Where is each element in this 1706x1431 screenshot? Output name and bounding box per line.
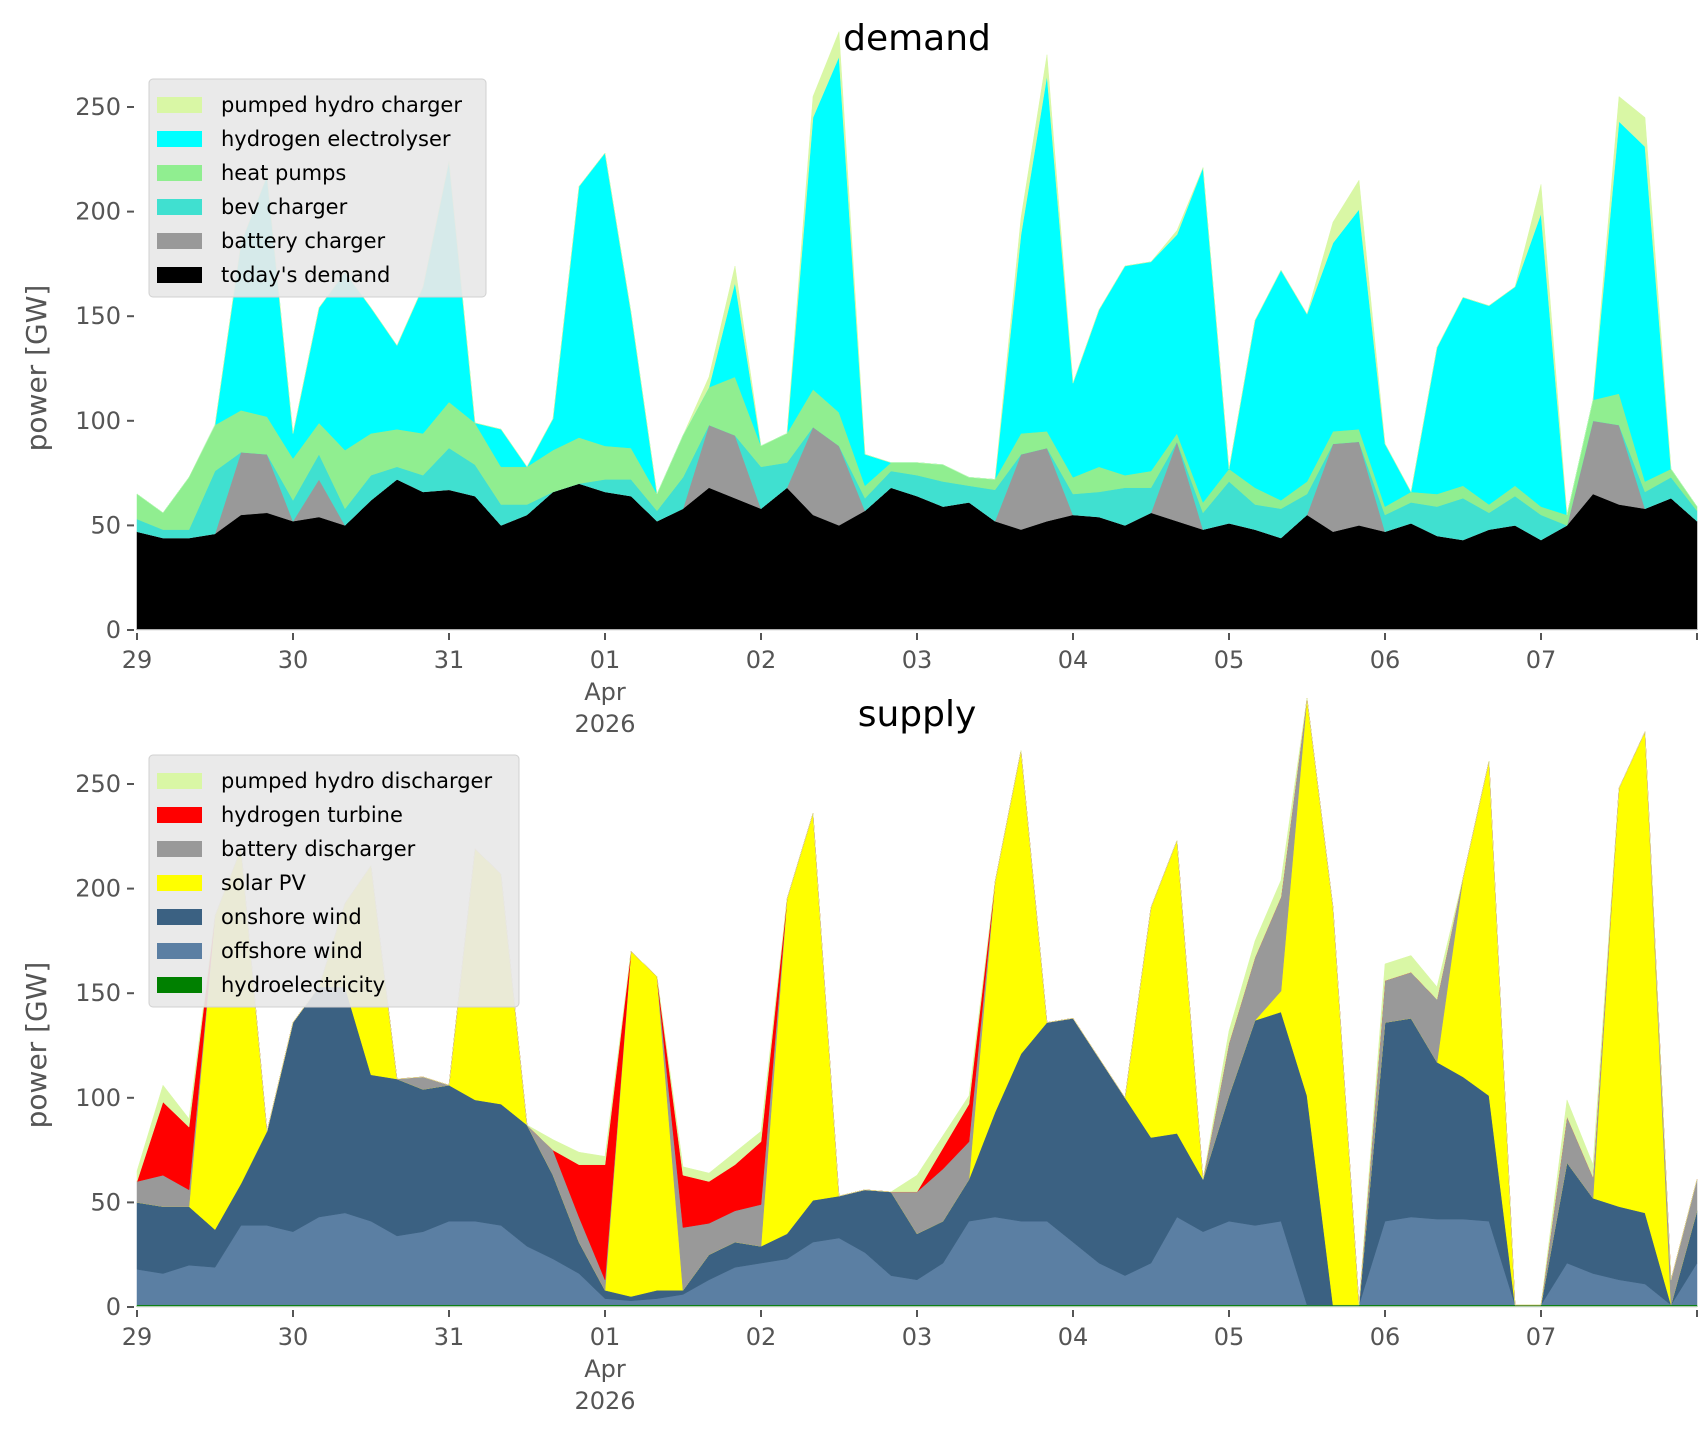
demand-legend-label-heat-pumps: heat pumps xyxy=(221,161,346,185)
supply-y-tick-label: 0 xyxy=(106,1293,121,1321)
supply-x-tick-label: 07 xyxy=(1526,1323,1557,1351)
demand-y-tick-label: 250 xyxy=(75,93,121,121)
supply-legend-swatch-hydrogen-turbine xyxy=(157,807,202,823)
supply-x-tick-label: 02 xyxy=(746,1323,777,1351)
demand-y-tick-label: 50 xyxy=(90,511,121,539)
supply-x-tick-label: 06 xyxy=(1370,1323,1401,1351)
supply-x-tick-label: 04 xyxy=(1058,1323,1089,1351)
supply-y-tick-label: 250 xyxy=(75,770,121,798)
supply-legend-swatch-pumped-hydro-discharger xyxy=(157,773,202,789)
supply-title: supply xyxy=(858,694,977,735)
supply-legend-swatch-battery-discharger xyxy=(157,841,202,857)
supply-x-axis: 29 30 31 01 Apr 2026 02 03 04 05 06 07 xyxy=(122,1306,1698,1415)
supply-x-tick-label: 05 xyxy=(1214,1323,1245,1351)
supply-legend-swatch-solar-pv xyxy=(157,875,202,891)
demand-legend-swatch-pumped-hydro-charger xyxy=(157,97,202,113)
demand-x-tick-label: 02 xyxy=(746,646,777,674)
demand-x-tick-label: 05 xyxy=(1214,646,1245,674)
demand-x-axis: 29 30 31 01 Apr 2026 02 03 04 05 06 07 xyxy=(122,629,1698,738)
demand-x-tick-label: 29 xyxy=(122,646,153,674)
demand-x-tick-sublabel: 2026 xyxy=(574,710,635,738)
demand-legend-label-bev-charger: bev charger xyxy=(221,195,348,219)
demand-x-tick-sublabel: Apr xyxy=(584,678,626,706)
demand-area-pumped-hydro-charger xyxy=(136,31,1698,515)
supply-legend-box xyxy=(148,754,520,1008)
supply-x-tick-label: 31 xyxy=(434,1323,465,1351)
demand-y-tick-label: 100 xyxy=(75,407,121,435)
supply-x-tick-sublabel: Apr xyxy=(584,1355,626,1383)
supply-y-axis: 0 50 100 150 200 250 xyxy=(75,770,134,1321)
demand-x-tick-label: 04 xyxy=(1058,646,1089,674)
supply-legend-swatch-hydroelectricity xyxy=(157,977,202,993)
demand-legend-swatch-battery-charger xyxy=(157,233,202,249)
demand-y-axis-label: power [GW] xyxy=(20,285,53,452)
supply-x-tick-label: 03 xyxy=(902,1323,933,1351)
demand-legend-label-today-s-demand: today's demand xyxy=(221,263,390,287)
supply-y-tick-label: 100 xyxy=(75,1084,121,1112)
demand-x-tick-label: 06 xyxy=(1370,646,1401,674)
supply-x-tick-label: 30 xyxy=(278,1323,309,1351)
demand-legend: pumped hydro charger hydrogen electrolyse… xyxy=(148,78,487,298)
supply-area-pumped-hydro-discharger xyxy=(136,698,1698,1306)
demand-legend-swatch-today-s-demand xyxy=(157,267,202,283)
demand-x-tick-label: 30 xyxy=(278,646,309,674)
demand-y-tick-label: 0 xyxy=(106,616,121,644)
supply-legend-label-pumped-hydro-discharger: pumped hydro discharger xyxy=(221,769,492,793)
supply-x-tick-sublabel: 2026 xyxy=(574,1387,635,1415)
demand-legend-label-battery-charger: battery charger xyxy=(221,229,386,253)
demand-title: demand xyxy=(843,18,991,59)
demand-legend-swatch-hydrogen-electrolyser xyxy=(157,131,202,147)
demand-legend-swatch-bev-charger xyxy=(157,199,202,215)
supply-legend-label-hydroelectricity: hydroelectricity xyxy=(221,973,385,997)
supply-y-tick-label: 150 xyxy=(75,979,121,1007)
demand-y-tick-label: 150 xyxy=(75,302,121,330)
demand-y-tick-label: 200 xyxy=(75,198,121,226)
supply-legend-label-offshore-wind: offshore wind xyxy=(221,939,363,963)
demand-areas xyxy=(136,31,1698,631)
supply-x-tick-label: 01 xyxy=(590,1323,621,1351)
demand-x-tick-label: 31 xyxy=(434,646,465,674)
demand-legend-label-pumped-hydro-charger: pumped hydro charger xyxy=(221,93,462,117)
supply-legend-swatch-offshore-wind xyxy=(157,943,202,959)
demand-x-tick-label: 03 xyxy=(902,646,933,674)
supply-legend-label-hydrogen-turbine: hydrogen turbine xyxy=(221,803,403,827)
supply-legend-label-battery-discharger: battery discharger xyxy=(221,837,416,861)
demand-legend-label-hydrogen-electrolyser: hydrogen electrolyser xyxy=(221,127,451,151)
supply-legend-swatch-onshore-wind xyxy=(157,909,202,925)
supply-legend-label-onshore-wind: onshore wind xyxy=(221,905,362,929)
demand-y-axis: 0 50 100 150 200 250 xyxy=(75,93,134,644)
supply-y-axis-label: power [GW] xyxy=(20,962,53,1129)
supply-x-tick-label: 29 xyxy=(122,1323,153,1351)
supply-legend-label-solar-pv: solar PV xyxy=(221,871,306,895)
supply-y-tick-label: 50 xyxy=(90,1188,121,1216)
demand-x-tick-label: 07 xyxy=(1526,646,1557,674)
demand-legend-swatch-heat-pumps xyxy=(157,165,202,181)
supply-y-tick-label: 200 xyxy=(75,875,121,903)
demand-x-tick-label: 01 xyxy=(590,646,621,674)
supply-legend: pumped hydro discharger hydrogen turbine b… xyxy=(148,754,520,1008)
demand-legend-box xyxy=(148,78,487,298)
